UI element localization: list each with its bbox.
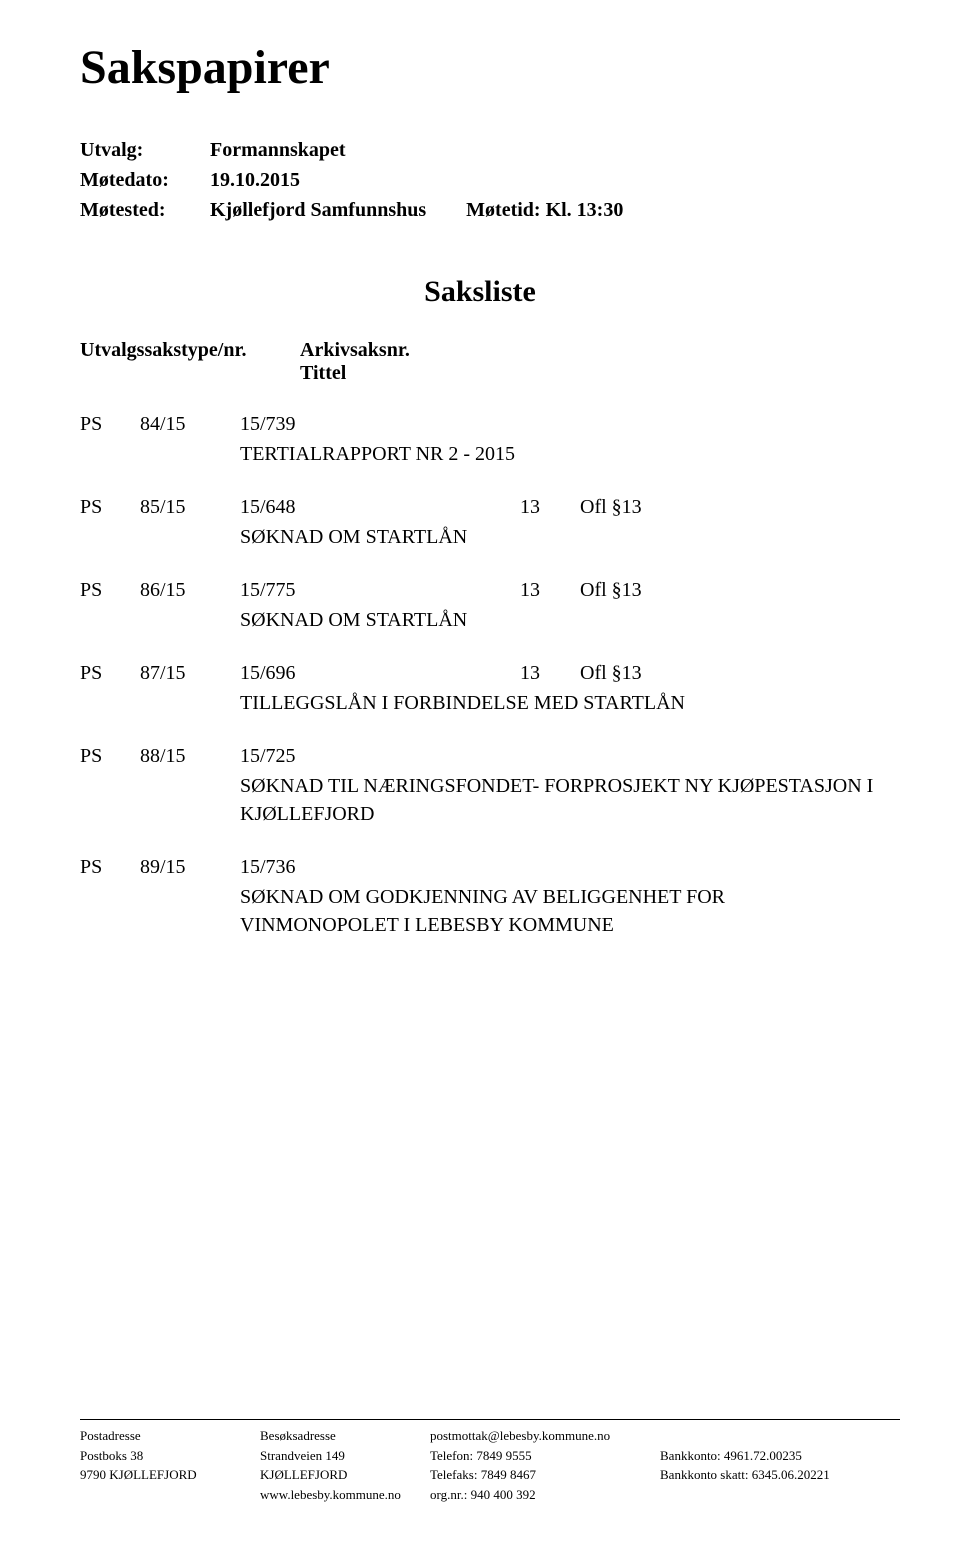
case-item: PS86/1515/77513 Ofl §13SØKNAD OM STARTLÅN bbox=[80, 576, 880, 634]
case-extra-code: 13 bbox=[340, 659, 540, 687]
footer-cell: postmottak@lebesby.kommune.no bbox=[430, 1426, 660, 1446]
case-extra-code: 13 bbox=[340, 493, 540, 521]
case-archive-number: 15/739 bbox=[240, 410, 340, 438]
footer-cell: Postadresse bbox=[80, 1426, 260, 1446]
case-extra-law: Ofl §13 bbox=[580, 659, 642, 687]
footer-cell: Telefaks: 7849 8467 bbox=[430, 1465, 660, 1485]
footer-cell: 9790 KJØLLEFJORD bbox=[80, 1465, 260, 1485]
footer-cell: Besøksadresse bbox=[260, 1426, 430, 1446]
case-item: PS89/1515/736SØKNAD OM GODKJENNING AV BE… bbox=[80, 853, 880, 939]
case-subtitle: TERTIALRAPPORT NR 2 - 2015 bbox=[240, 440, 880, 468]
case-title-row: 15/725 bbox=[240, 742, 880, 770]
motedato-label: Møtedato: bbox=[80, 165, 210, 195]
document-title: Sakspapirer bbox=[80, 40, 880, 95]
case-right: 15/69613 Ofl §13TILLEGGSLÅN I FORBINDELSE… bbox=[240, 659, 880, 717]
case-ps: PS bbox=[80, 742, 140, 828]
case-subtitle: SØKNAD OM STARTLÅN bbox=[240, 523, 880, 551]
footer-cell: org.nr.: 940 400 392 bbox=[430, 1485, 660, 1505]
case-subtitle: TILLEGGSLÅN I FORBINDELSE MED STARTLÅN bbox=[240, 689, 880, 717]
case-subtitle: SØKNAD OM GODKJENNING AV BELIGGENHET FOR… bbox=[240, 883, 880, 939]
meeting-meta: Utvalg: Formannskapet Møtedato: 19.10.20… bbox=[80, 135, 880, 225]
case-title-row: 15/739 bbox=[240, 410, 880, 438]
meta-row-motedato: Møtedato: 19.10.2015 bbox=[80, 165, 880, 195]
footer-cell: Telefon: 7849 9555 bbox=[430, 1446, 660, 1466]
saksliste-heading: Saksliste bbox=[80, 275, 880, 309]
case-archive-number: 15/696 bbox=[240, 659, 340, 687]
case-ps: PS bbox=[80, 493, 140, 551]
footer-cell bbox=[660, 1426, 900, 1446]
header-tittel: Tittel bbox=[300, 362, 410, 385]
footer-cell: Bankkonto skatt: 6345.06.20221 bbox=[660, 1465, 900, 1485]
case-number: 86/15 bbox=[140, 576, 240, 634]
case-item: PS87/1515/69613 Ofl §13TILLEGGSLÅN I FORB… bbox=[80, 659, 880, 717]
case-ps: PS bbox=[80, 853, 140, 939]
case-number: 88/15 bbox=[140, 742, 240, 828]
case-extra-law: Ofl §13 bbox=[580, 493, 642, 521]
footer-cell: KJØLLEFJORD bbox=[260, 1465, 430, 1485]
case-item: PS85/1515/64813 Ofl §13SØKNAD OM STARTLÅN bbox=[80, 493, 880, 551]
case-number: 87/15 bbox=[140, 659, 240, 717]
case-ps: PS bbox=[80, 576, 140, 634]
meta-row-motested: Møtested: Kjøllefjord Samfunnshus Møteti… bbox=[80, 195, 880, 225]
motested-value: Kjøllefjord Samfunnshus bbox=[210, 195, 426, 225]
case-title-row: 15/64813 Ofl §13 bbox=[240, 493, 880, 521]
case-archive-number: 15/736 bbox=[240, 853, 340, 881]
case-number: 89/15 bbox=[140, 853, 240, 939]
header-right: Arkivsaksnr. Tittel bbox=[300, 339, 410, 385]
case-archive-number: 15/648 bbox=[240, 493, 340, 521]
case-list-header: Utvalgssakstype/nr. Arkivsaksnr. Tittel bbox=[80, 339, 880, 385]
case-archive-number: 15/725 bbox=[240, 742, 340, 770]
motested-label: Møtested: bbox=[80, 195, 210, 225]
case-right: 15/739TERTIALRAPPORT NR 2 - 2015 bbox=[240, 410, 880, 468]
case-item: PS88/1515/725SØKNAD TIL NÆRINGSFONDET- F… bbox=[80, 742, 880, 828]
footer-row: Postadresse Besøksadresse postmottak@leb… bbox=[80, 1426, 900, 1446]
motetid-value: Møtetid: Kl. 13:30 bbox=[466, 195, 623, 225]
utvalg-value: Formannskapet bbox=[210, 135, 346, 165]
case-title-row: 15/69613 Ofl §13 bbox=[240, 659, 880, 687]
footer-row: 9790 KJØLLEFJORD KJØLLEFJORD Telefaks: 7… bbox=[80, 1465, 900, 1485]
header-arkivsaksnr: Arkivsaksnr. bbox=[300, 339, 410, 362]
footer-cell bbox=[660, 1485, 900, 1505]
page-footer: Postadresse Besøksadresse postmottak@leb… bbox=[80, 1419, 900, 1504]
footer-cell bbox=[80, 1485, 260, 1505]
case-title-row: 15/77513 Ofl §13 bbox=[240, 576, 880, 604]
header-left: Utvalgssakstype/nr. bbox=[80, 339, 300, 385]
case-subtitle: SØKNAD TIL NÆRINGSFONDET- FORPROSJEKT NY… bbox=[240, 772, 880, 828]
case-archive-number: 15/775 bbox=[240, 576, 340, 604]
footer-row: Postboks 38 Strandveien 149 Telefon: 784… bbox=[80, 1446, 900, 1466]
case-extra-law: Ofl §13 bbox=[580, 576, 642, 604]
case-right: 15/77513 Ofl §13SØKNAD OM STARTLÅN bbox=[240, 576, 880, 634]
case-number: 84/15 bbox=[140, 410, 240, 468]
footer-cell: www.lebesby.kommune.no bbox=[260, 1485, 430, 1505]
case-right: 15/64813 Ofl §13SØKNAD OM STARTLÅN bbox=[240, 493, 880, 551]
case-extra-code: 13 bbox=[340, 576, 540, 604]
footer-cell: Strandveien 149 bbox=[260, 1446, 430, 1466]
case-right: 15/725SØKNAD TIL NÆRINGSFONDET- FORPROSJ… bbox=[240, 742, 880, 828]
footer-row: www.lebesby.kommune.no org.nr.: 940 400 … bbox=[80, 1485, 900, 1505]
case-right: 15/736SØKNAD OM GODKJENNING AV BELIGGENH… bbox=[240, 853, 880, 939]
case-list: PS84/1515/739TERTIALRAPPORT NR 2 - 2015P… bbox=[80, 410, 880, 939]
motedato-value: 19.10.2015 bbox=[210, 165, 300, 195]
footer-cell: Bankkonto: 4961.72.00235 bbox=[660, 1446, 900, 1466]
case-subtitle: SØKNAD OM STARTLÅN bbox=[240, 606, 880, 634]
case-ps: PS bbox=[80, 410, 140, 468]
case-title-row: 15/736 bbox=[240, 853, 880, 881]
case-number: 85/15 bbox=[140, 493, 240, 551]
case-ps: PS bbox=[80, 659, 140, 717]
meta-row-utvalg: Utvalg: Formannskapet bbox=[80, 135, 880, 165]
case-item: PS84/1515/739TERTIALRAPPORT NR 2 - 2015 bbox=[80, 410, 880, 468]
utvalg-label: Utvalg: bbox=[80, 135, 210, 165]
footer-cell: Postboks 38 bbox=[80, 1446, 260, 1466]
